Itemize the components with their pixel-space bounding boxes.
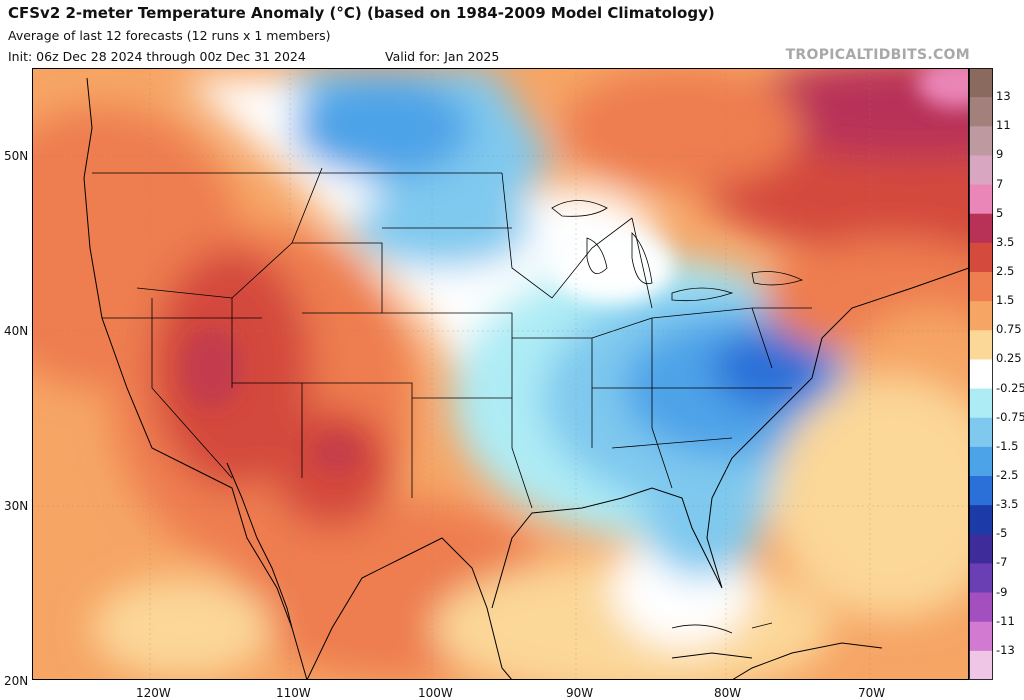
init-time-label: Init: 06z Dec 28 2024 through 00z Dec 31… [8,49,306,64]
colorbar-swatch [969,301,993,331]
colorbar-label: 1.5 [996,293,1015,308]
colorbar-label: -11 [996,613,1015,628]
colorbar-swatch [969,155,993,186]
colorbar-label: 2.5 [996,264,1015,278]
colorbar-swatch [969,242,993,273]
colorbar-label: -0.75 [996,409,1024,424]
colorbar-label: 9 [996,147,1004,162]
lat-label-30n: 30N [4,499,29,513]
colorbar-label: 13 [996,89,1011,104]
lon-label-120w: 120W [136,686,171,700]
colorbar-label: -3.5 [996,497,1019,512]
colorbar-swatch [969,272,993,302]
colorbar-label: -5 [996,526,1008,541]
anomaly-map [32,68,969,680]
colorbar-swatch [969,592,993,623]
lat-label-20n: 20N [4,674,29,688]
colorbar-swatch [969,126,993,156]
anomaly-field [32,68,969,680]
colorbar-label: 5 [996,205,1004,220]
colorbar-swatch [969,534,993,564]
colorbar-swatch [969,476,993,506]
colorbar-label: 0.75 [996,322,1022,337]
colorbar-swatch [969,388,993,419]
colorbar-label: -1.5 [996,438,1019,453]
colorbar-swatch [969,563,993,594]
colorbar-swatch [969,359,993,390]
colorbar-label: 11 [996,118,1011,133]
coastlines [83,77,969,680]
colorbar-swatch [969,184,993,215]
colorbar-swatch [969,650,993,680]
colorbar-label: -7 [996,555,1008,570]
colorbar-swatch [969,505,993,535]
lon-label-80w: 80W [714,686,742,700]
valid-time-label: Valid for: Jan 2025 [385,49,500,64]
lon-label-110w: 110W [276,686,311,700]
colorbar-swatch [969,97,993,127]
colorbar [969,68,993,680]
colorbar-label: -9 [996,584,1008,599]
colorbar-label: 0.25 [996,351,1022,366]
source-watermark: TROPICALTIDBITS.COM [785,47,970,63]
lon-label-100w: 100W [418,686,453,700]
map-title: CFSv2 2-meter Temperature Anomaly (°C) (… [8,4,715,22]
colorbar-swatch [969,68,993,98]
colorbar-swatch [969,417,993,448]
lat-label-50n: 50N [4,149,29,163]
lon-label-90w: 90W [566,686,594,700]
colorbar-swatch [969,213,993,244]
state-borders [92,167,812,509]
colorbar-label: -0.25 [996,380,1024,395]
colorbar-swatch [969,446,993,477]
colorbar-label: 3.5 [996,234,1015,249]
colorbar-label: 7 [996,176,1004,191]
colorbar-swatch [969,330,993,360]
colorbar-swatch [969,621,993,652]
lon-label-70w: 70W [858,686,886,700]
colorbar-label: -2.5 [996,468,1019,482]
map-subtitle: Average of last 12 forecasts (12 runs x … [8,28,331,43]
lat-label-40n: 40N [4,324,29,338]
colorbar-label: -13 [996,642,1015,657]
